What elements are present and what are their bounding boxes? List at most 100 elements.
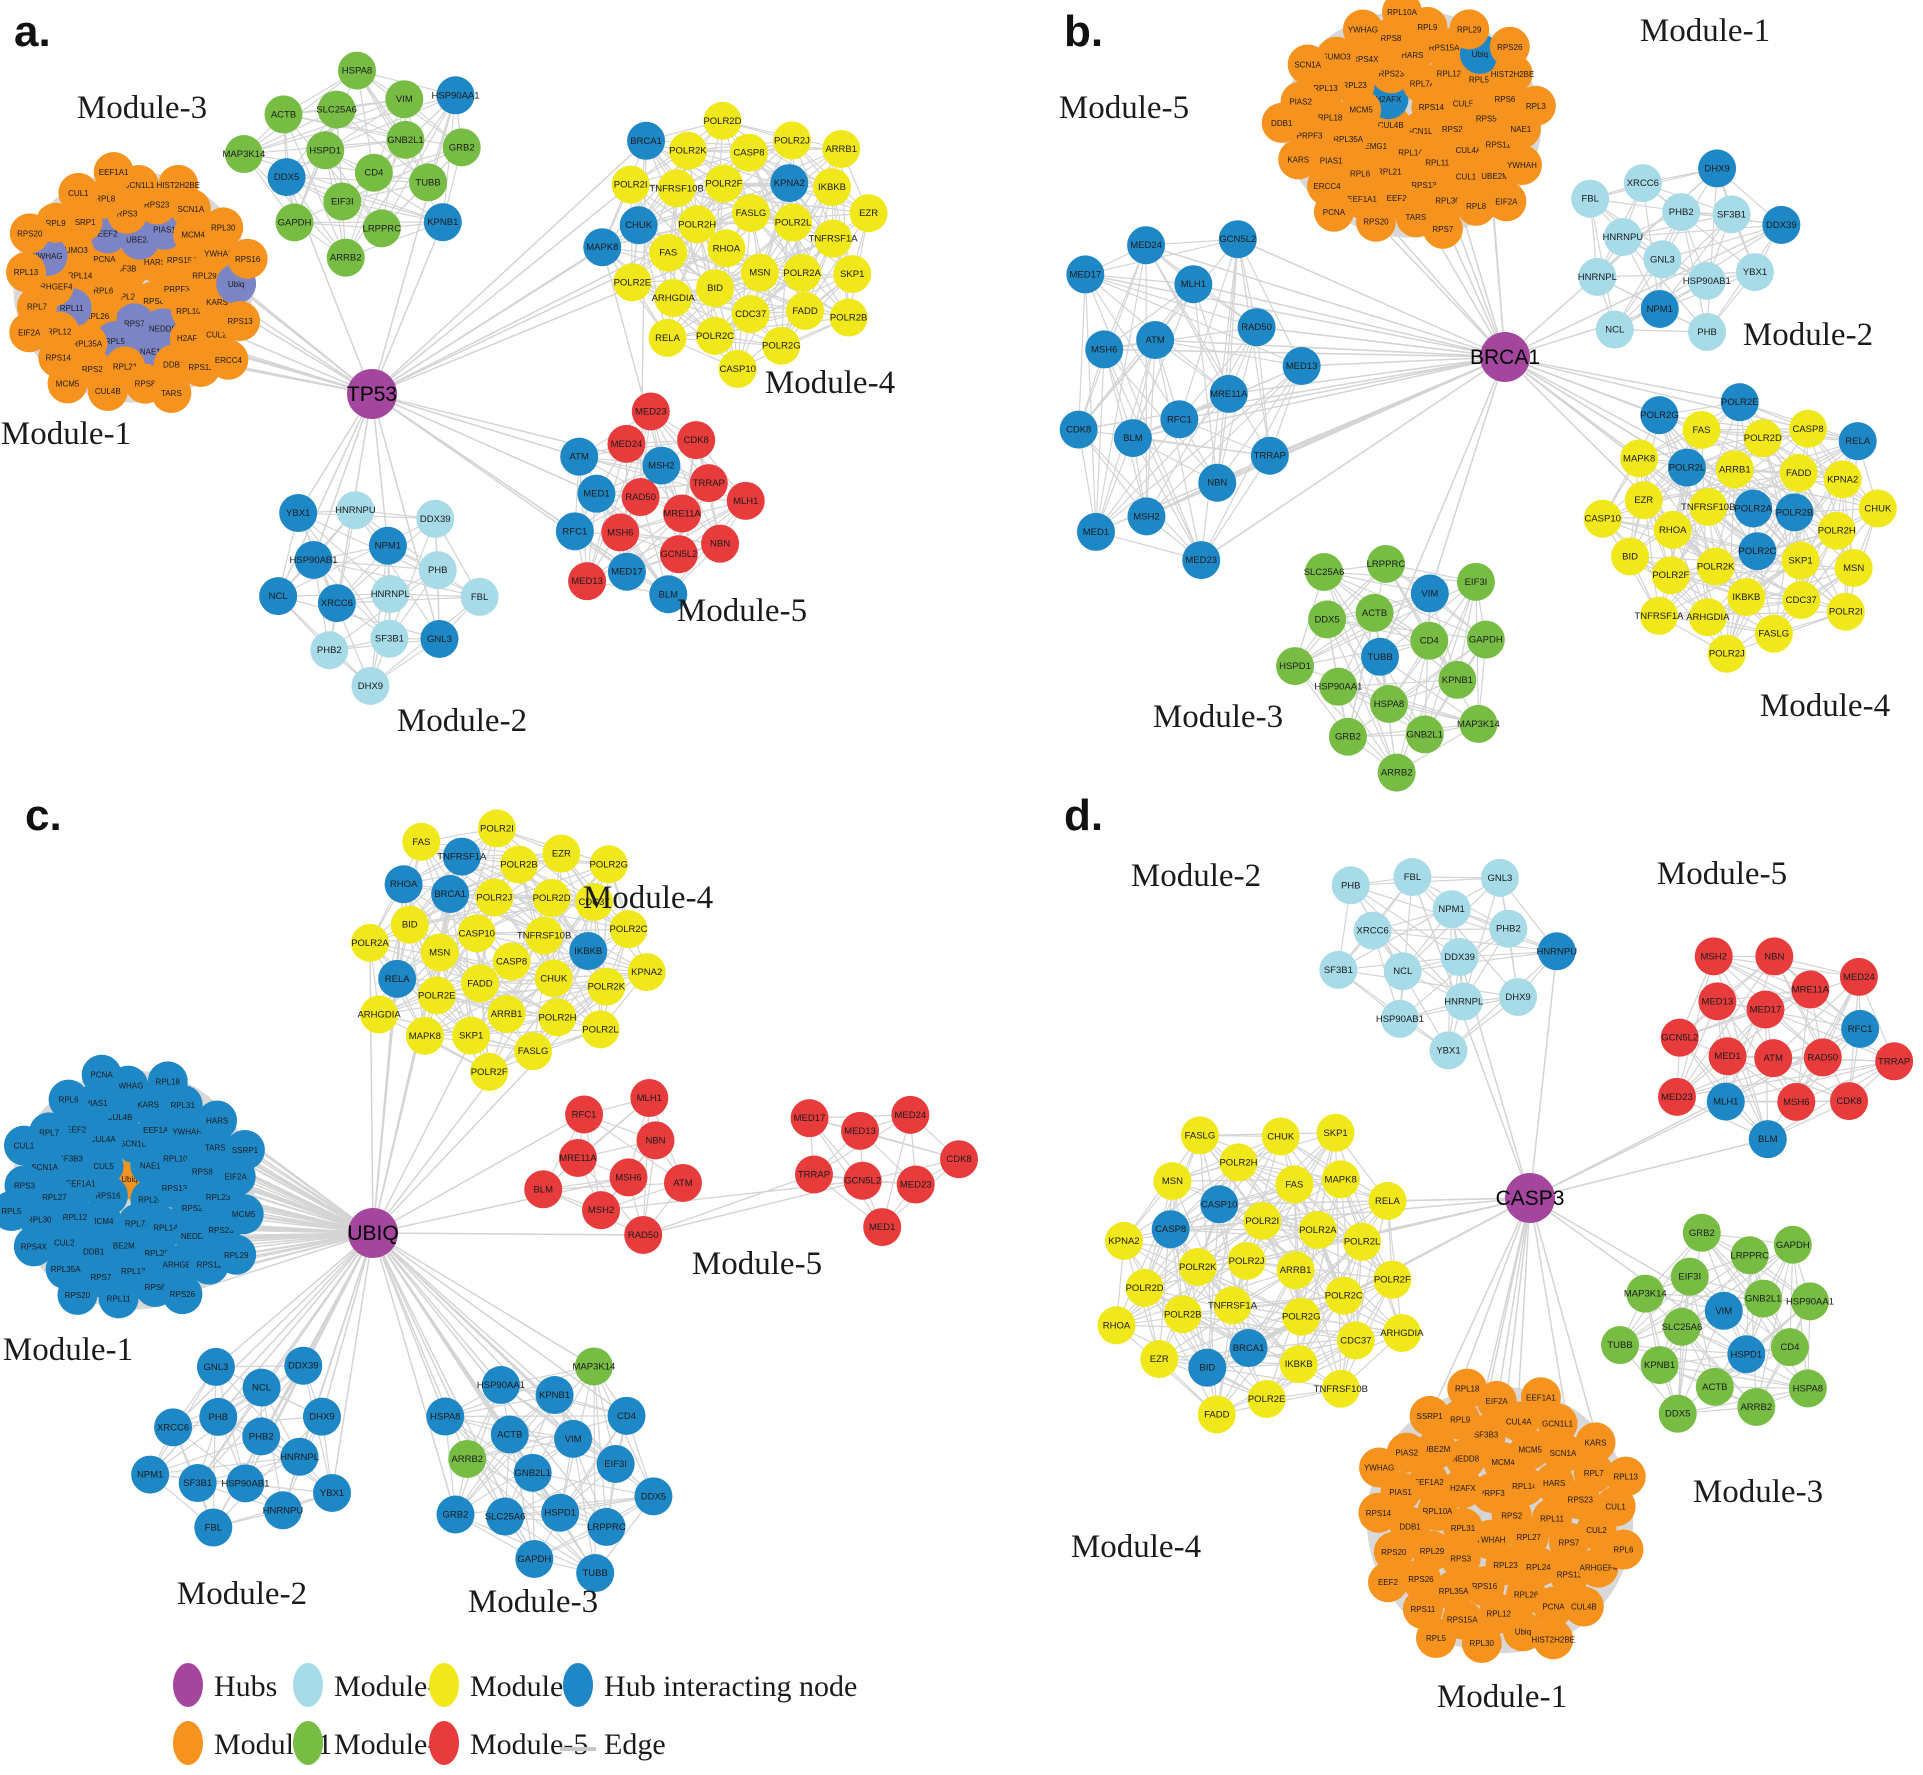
node-HNRNPU[interactable]: [1537, 932, 1576, 971]
node-IKBKB[interactable]: [569, 932, 608, 971]
node-MED24[interactable]: [607, 424, 646, 463]
node-RPL13[interactable]: [1605, 1456, 1646, 1497]
node-GAPDH[interactable]: [1466, 620, 1505, 659]
node-HSPD1[interactable]: [1276, 647, 1315, 686]
node-RPS13[interactable]: [220, 301, 261, 342]
hub-node-UBIQ[interactable]: [348, 1208, 398, 1258]
node-CDC37[interactable]: [731, 295, 770, 334]
node-DHX9[interactable]: [302, 1397, 341, 1436]
node-MED1[interactable]: [1076, 512, 1115, 551]
node-DDX39[interactable]: [416, 499, 455, 538]
node-HSPD1[interactable]: [306, 131, 345, 170]
node-CHUK[interactable]: [534, 959, 573, 998]
node-RPS26[interactable]: [162, 1274, 203, 1315]
node-YBX1[interactable]: [1429, 1031, 1468, 1070]
node-ATM[interactable]: [560, 437, 599, 476]
node-HSPA8[interactable]: [1369, 684, 1408, 723]
node-CUL4B[interactable]: [1563, 1586, 1604, 1627]
node-POLR2J[interactable]: [1707, 634, 1746, 673]
node-RHOA[interactable]: [384, 865, 423, 904]
node-RPL6[interactable]: [1603, 1529, 1644, 1570]
node-POLR2B[interactable]: [500, 845, 539, 884]
node-GCN5L2[interactable]: [843, 1161, 882, 1200]
node-CHUK[interactable]: [619, 206, 658, 245]
node-POLR2J[interactable]: [1227, 1241, 1266, 1280]
node-SSRP1[interactable]: [224, 1129, 265, 1170]
node-RAD50[interactable]: [621, 478, 660, 517]
node-POLR2E[interactable]: [613, 263, 652, 302]
node-POLR2D[interactable]: [703, 101, 742, 140]
node-GAPDH[interactable]: [1773, 1225, 1812, 1264]
node-TNFRSF1A[interactable]: [814, 219, 853, 258]
node-GAPDH[interactable]: [515, 1539, 554, 1578]
node-BRCA1[interactable]: [627, 121, 666, 160]
node-CDK8[interactable]: [677, 421, 716, 460]
node-POLR2I[interactable]: [1826, 592, 1865, 631]
node-MED23[interactable]: [1657, 1077, 1696, 1116]
node-MAPK8[interactable]: [583, 228, 622, 267]
node-CASP10[interactable]: [718, 349, 757, 388]
node-MED17[interactable]: [1066, 255, 1105, 294]
node-RPL11[interactable]: [98, 1278, 139, 1319]
node-FASLG[interactable]: [1754, 614, 1793, 653]
node-RFC1[interactable]: [1160, 400, 1199, 439]
node-ARHGDIA[interactable]: [1382, 1313, 1421, 1352]
node-EIF3I[interactable]: [596, 1444, 635, 1483]
node-TUBB[interactable]: [409, 163, 448, 202]
node-POLR2L[interactable]: [581, 1010, 620, 1049]
node-EIF2A[interactable]: [9, 312, 50, 353]
node-VIM[interactable]: [554, 1419, 593, 1458]
node-SLC25A6[interactable]: [486, 1497, 525, 1536]
node-RPS20[interactable]: [1373, 1531, 1414, 1572]
node-YBX1[interactable]: [313, 1473, 352, 1512]
node-KPNB1[interactable]: [535, 1376, 574, 1415]
node-POLR2C[interactable]: [695, 316, 734, 355]
node-MSH2[interactable]: [1127, 497, 1166, 536]
node-RFC1[interactable]: [565, 1095, 604, 1134]
node-VIM[interactable]: [1704, 1291, 1743, 1330]
node-HNRNPU[interactable]: [336, 491, 375, 530]
node-CDC37[interactable]: [1336, 1321, 1375, 1360]
node-POLR2J[interactable]: [772, 121, 811, 160]
node-BRCA1[interactable]: [431, 874, 470, 913]
node-BRCA1[interactable]: [1229, 1329, 1268, 1368]
node-HNRNPU[interactable]: [1603, 217, 1642, 256]
node-HSPA8[interactable]: [1788, 1369, 1827, 1408]
node-DDB1[interactable]: [1261, 102, 1302, 143]
node-NPM1[interactable]: [131, 1455, 170, 1494]
node-POLR2I[interactable]: [477, 809, 516, 848]
node-POLR2G[interactable]: [589, 845, 628, 884]
node-MSH2[interactable]: [642, 446, 681, 485]
node-POLR2C[interactable]: [609, 910, 648, 949]
node-ATM[interactable]: [1754, 1039, 1793, 1078]
node-DHX9[interactable]: [1698, 149, 1737, 188]
node-MRE11A[interactable]: [1791, 970, 1830, 1009]
node-POLR2K[interactable]: [668, 131, 707, 170]
node-ERCC4[interactable]: [208, 339, 249, 380]
node-LRPPRC[interactable]: [1730, 1236, 1769, 1275]
node-HSP90AB1[interactable]: [294, 540, 333, 579]
node-RPL8[interactable]: [1456, 185, 1497, 226]
node-CD4[interactable]: [354, 153, 393, 192]
node-ARRB1[interactable]: [822, 130, 861, 169]
node-KPNB1[interactable]: [1438, 660, 1477, 699]
node-RPS26[interactable]: [1489, 26, 1530, 67]
node-BLM[interactable]: [1748, 1120, 1787, 1159]
node-POLR2G[interactable]: [762, 326, 801, 365]
node-GNL3[interactable]: [420, 619, 459, 658]
node-RPL3[interactable]: [1515, 85, 1556, 126]
node-RPL13[interactable]: [6, 252, 47, 293]
node-TNFRSF10B[interactable]: [525, 916, 564, 955]
node-POLR2A[interactable]: [783, 253, 822, 292]
node-PHB2[interactable]: [1662, 193, 1701, 232]
node-EZR[interactable]: [1140, 1340, 1179, 1379]
node-DHX9[interactable]: [351, 666, 390, 705]
node-MLH1[interactable]: [1706, 1082, 1745, 1121]
node-CUL1[interactable]: [4, 1125, 45, 1166]
node-GNL3[interactable]: [196, 1347, 235, 1386]
node-POLR2F[interactable]: [704, 164, 743, 203]
node-MSN[interactable]: [1834, 548, 1873, 587]
node-CUL1[interactable]: [58, 172, 99, 213]
node-CASP10[interactable]: [1200, 1185, 1239, 1224]
node-DDX39[interactable]: [1440, 938, 1479, 977]
